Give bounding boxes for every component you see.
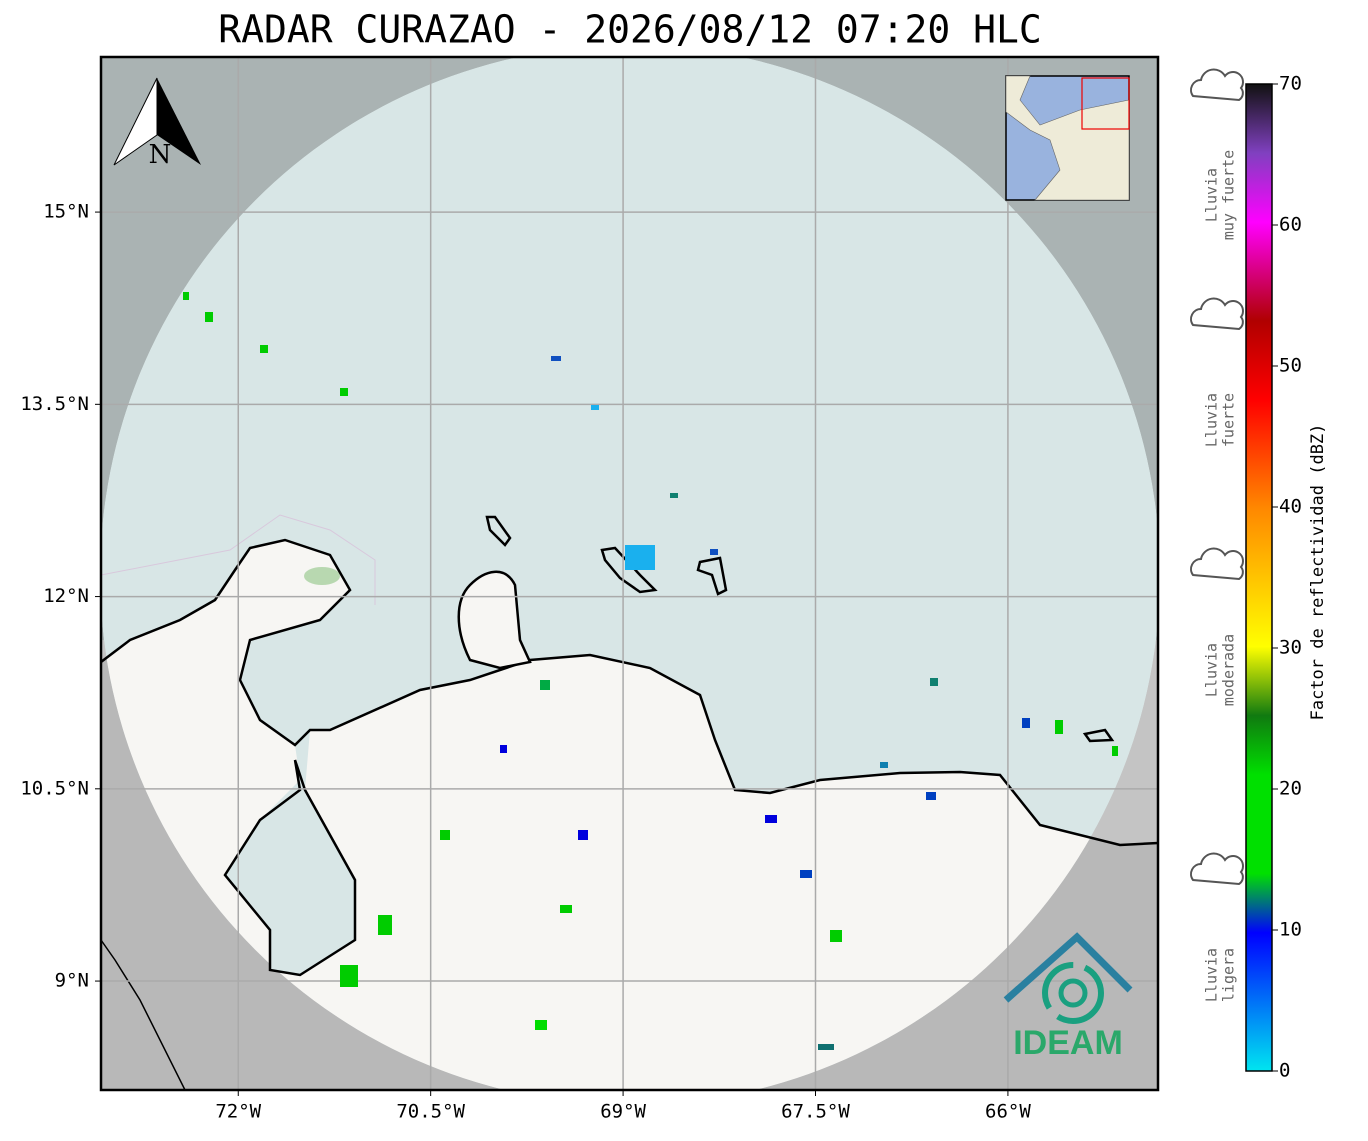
cloud-icon [1190, 68, 1244, 102]
radar-echoes [183, 292, 1118, 1050]
colorbar-label: Factor de reflectividad (dBZ) [1308, 424, 1328, 721]
lat-tick-label: 9°N [55, 970, 89, 992]
rain-label: Lluvia [1203, 168, 1221, 222]
rain-label: Lluvia [1203, 393, 1221, 447]
colorbar-tick-label: 70 [1279, 73, 1302, 95]
rain-item: Lluvia ligera [1190, 852, 1244, 1002]
colorbar-tick-label: 10 [1279, 919, 1302, 941]
rain-label: Lluvia [1203, 948, 1221, 1002]
cloud-icon [1190, 852, 1244, 886]
lon-tick-label: 70.5°W [396, 1101, 465, 1123]
colorbar-tick-label: 20 [1279, 778, 1302, 800]
lon-tick-label: 69°W [600, 1101, 646, 1123]
title: RADAR CURAZAO - 2026/08/12 07:20 HLC [218, 8, 1042, 52]
lat-tick-label: 13.5°N [20, 393, 89, 415]
logo-text: IDEAM [1013, 1024, 1123, 1062]
lat-tick-label: 10.5°N [20, 777, 89, 799]
lon-tick-label: 66°W [985, 1101, 1031, 1123]
rain-label: Lluvia [1203, 643, 1221, 697]
rain-label: muy fuerte [1220, 150, 1238, 240]
lat-tick-label: 15°N [43, 201, 89, 223]
map-frame [99, 55, 1160, 1092]
colorbar-tick-label: 50 [1279, 355, 1302, 377]
colorbar [1245, 83, 1273, 1072]
rain-item: Lluvia fuerte [1190, 297, 1244, 447]
rain-item: Lluvia muy fuerte [1190, 68, 1244, 240]
graticule [101, 57, 1158, 1090]
cloud-icon [1190, 297, 1244, 331]
rain-item: Lluvia moderada [1190, 547, 1244, 706]
lon-tick-label: 67.5°W [781, 1101, 850, 1123]
axis-ticks: 72°W 70.5°W 69°W 67.5°W 66°W 15°N 13.5°N 12°N 10… [20, 73, 1302, 1123]
inset-map [1005, 75, 1130, 201]
rain-label: ligera [1220, 948, 1238, 1002]
ideam-logo: IDEAM [1003, 932, 1133, 1062]
cloud-icon [1190, 547, 1244, 581]
rain-label: moderada [1220, 634, 1238, 706]
lat-tick-label: 12°N [43, 585, 89, 607]
colorbar-tick-label: 40 [1279, 496, 1302, 518]
map: N IDEAM [101, 57, 1158, 1090]
colorbar-tick-label: 0 [1279, 1060, 1290, 1082]
colorbar-tick-label: 60 [1279, 214, 1302, 236]
north-arrow: N [113, 77, 201, 170]
lon-tick-label: 72°W [215, 1101, 261, 1123]
colorbar-tick-label: 30 [1279, 637, 1302, 659]
rain-label: fuerte [1220, 393, 1238, 447]
north-label: N [149, 140, 172, 170]
